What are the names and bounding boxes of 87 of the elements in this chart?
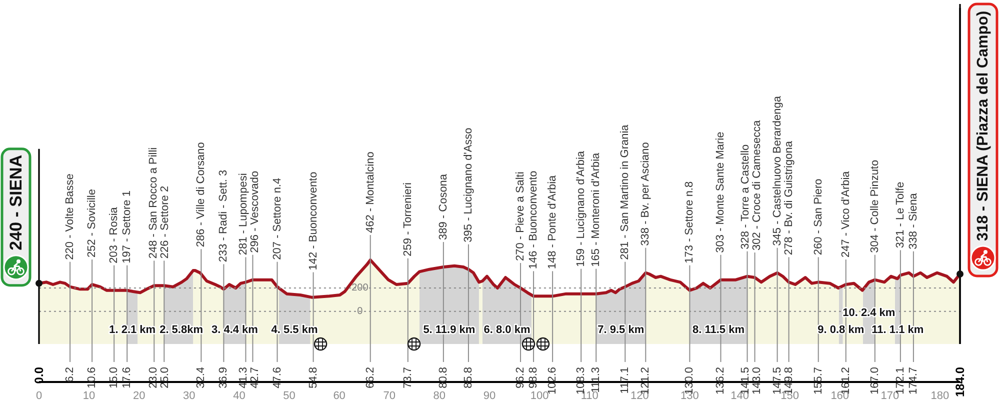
x-tick-label: 90 [483, 390, 496, 400]
ref-line-label: 395 - Lucignano d'Asso [462, 128, 474, 242]
ref-line-label: 247 - Vico d'Arbia [840, 170, 852, 258]
ref-line-label: 146 - Buonconvento [528, 170, 540, 270]
x2-tick-label: 10.6 [86, 367, 98, 388]
ref-line-label: 303 - Monte Sante Marie [714, 132, 727, 253]
ref-line-label: 248 - San Rocco a Pilli [147, 147, 160, 259]
x-tick-label: 100 [530, 390, 549, 400]
x2-tick-label: 23.0 [147, 367, 160, 388]
x2-tick-label: 155.7 [812, 367, 824, 395]
x-tick-label: 30 [183, 390, 196, 400]
ref-line-label: 286 - Ville di Corsano [195, 142, 208, 248]
ref-line-label: 148 - Ponte d'Arbia [546, 174, 559, 270]
ref-line-label: 207 - Settore n.4 [271, 178, 284, 260]
x2-tick-label: 143.0 [750, 367, 763, 395]
ref-line-label: 304 - Colle Pinzuto [868, 160, 881, 253]
y-tick-label: 200 [352, 282, 369, 294]
x2-tick-label: 174.7 [907, 367, 920, 395]
ref-line-label: 345 - Castelnuovo Berardenga [771, 95, 784, 246]
x-tick-label: 60 [333, 390, 346, 400]
x2-tick-label: 73.7 [402, 367, 414, 388]
ref-line-label: 338 - Siena [907, 192, 920, 250]
ref-line-label: 278 - Bv. di Guistrigona [782, 140, 795, 256]
x2-tick-label: 117.1 [619, 367, 632, 394]
x2-tick-label: 85.8 [462, 367, 474, 388]
x2-tick-label: 54.8 [307, 367, 320, 388]
band-label: 5. 11.9 km [423, 324, 476, 336]
ref-line-label: 173 - Settore n.8 [684, 181, 696, 264]
band-label: 4. 5.5 km [271, 324, 318, 336]
band-label: 2. 5.8km [160, 324, 204, 336]
band-label: 9. 0.8 km [818, 324, 864, 336]
ref-line-label: 462 - Montalcino [364, 152, 376, 233]
band-label: 7. 9.5 km [598, 324, 644, 336]
ref-line-label: 338 - Bv. per Asciano [640, 142, 652, 246]
x2-tick-label: 47.6 [271, 367, 284, 388]
x2-tick-label: 147.5 [771, 367, 784, 395]
x-tick-label: 40 [233, 390, 246, 400]
x2-tick-label: 17.6 [121, 367, 134, 388]
ref-line-label: 142 - Buonconvento [307, 172, 320, 270]
x2-tick-label: 136.2 [714, 367, 727, 395]
band-label: 1. 2.1 km [109, 324, 156, 336]
ref-line-label: 302 - Croce di Camesecca [750, 119, 763, 250]
ref-line-label: 270 - Pieve a Salti [514, 172, 527, 261]
x2-tick-label: 184.0 [953, 366, 967, 398]
x2-tick-label: 32.4 [195, 367, 208, 388]
ref-line-label: 240 - SIENA [6, 154, 26, 250]
ref-line-label: 318 - SIENA (Piazza del Campo) [974, 10, 992, 241]
ref-line-label: 328 - Torre a Castello [739, 144, 752, 250]
band-label: 11. 1.1 km [872, 324, 924, 336]
x-tick-label: 50 [283, 390, 296, 400]
x2-tick-label: 111.3 [590, 367, 602, 393]
x2-tick-label: 15.0 [108, 367, 120, 388]
ref-line-label: 296 - Vescovado [248, 170, 261, 253]
x-tick-label: 180 [930, 390, 950, 400]
band-label: 3. 4.4 km [211, 324, 258, 336]
ref-line-label: 197 - Settore 1 [121, 190, 134, 264]
band-label: 6. 8.0 km [484, 324, 530, 336]
x2-tick-label: 96.2 [514, 367, 527, 388]
x2-tick-label: 41.3 [237, 367, 250, 388]
ref-line-label: 203 - Rosia [108, 206, 120, 264]
x-tick-label: 10 [82, 390, 96, 400]
x2-tick-label: 42.7 [248, 367, 261, 388]
ref-line-label: 233 - Radi - Sett. 3 [218, 170, 230, 262]
x-tick-label: 80 [433, 390, 446, 400]
ref-line-label: 226 - Settore 2 [158, 186, 171, 259]
ref-line-label: 252 - Sovicille [86, 189, 98, 258]
ref-line-label: 389 - Cosona [437, 173, 450, 240]
x2-tick-label: 66.2 [364, 367, 376, 388]
ref-line-label: 220 - Volte Basse [64, 174, 76, 260]
ref-line-label: 260 - San Piero [812, 178, 824, 256]
x2-tick-label: 25.0 [158, 367, 171, 388]
x2-tick-label: 6.2 [64, 367, 76, 382]
x2-tick-label: 36.9 [218, 367, 230, 388]
ref-line-label: 321 - Le Tolfe [894, 182, 906, 248]
band-label: 10. 2.4 km [842, 307, 896, 319]
x2-tick-label: 167.0 [868, 367, 881, 395]
ref-line-label: 281 - Lupompesi [237, 173, 250, 256]
x-tick-label: 20 [132, 390, 146, 400]
x-tick-label: 0 [36, 390, 42, 400]
ref-line-label: 165 - Monteroni d'Arbia [590, 152, 602, 267]
ref-line-label: 281 - San Martino in Grania [619, 124, 632, 260]
x-tick-label: 70 [383, 390, 396, 400]
x2-tick-label: 98.8 [528, 367, 540, 388]
ref-line-label: 259 - Torrenieri [402, 182, 414, 256]
band-label: 8. 11.5 km [692, 324, 745, 336]
x2-tick-label: 80.8 [437, 367, 450, 388]
ref-line-label: 159 - Lucignano d'Arbia [575, 150, 588, 267]
